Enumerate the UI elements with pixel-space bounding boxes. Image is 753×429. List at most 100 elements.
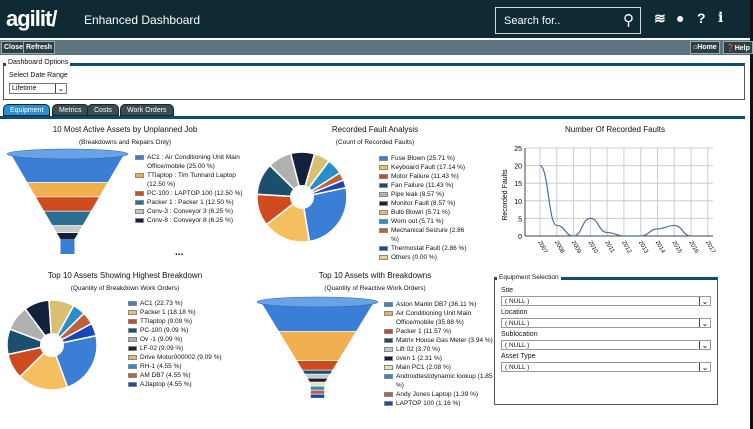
funnel-segment[interactable]: [301, 369, 334, 375]
select-value: ( NULL ): [505, 298, 530, 305]
funnel-segment[interactable]: [278, 331, 357, 362]
funnel-segment[interactable]: [310, 389, 325, 395]
legend-item[interactable]: Monitor Fault (8.57 %): [379, 199, 474, 208]
legend-item[interactable]: LAPTOP 100 (1.16 %): [384, 399, 494, 408]
legend-swatch: [379, 210, 388, 215]
chevron-down-icon[interactable]: ⌄: [699, 297, 710, 306]
tab-equipment[interactable]: Equipment: [3, 104, 51, 116]
asset-type-select[interactable]: ( NULL ) ⌄: [501, 362, 711, 372]
legend-item[interactable]: Lift 02 (3.70 %): [384, 345, 494, 354]
legend-item[interactable]: AC1 (22.73 %): [128, 299, 248, 308]
legend-item[interactable]: Fuse Blown (25.71 %): [379, 154, 474, 163]
legend-label: oven 1 (2.31 %): [396, 355, 442, 362]
help-icon[interactable]: ?: [697, 10, 706, 26]
home-icon: ⌂: [693, 44, 698, 51]
legend-item[interactable]: Conv-8 : Conveyor 8 (6.25 %): [135, 216, 255, 225]
y-tick-label: 0: [518, 234, 522, 241]
funnel-segment[interactable]: [310, 385, 325, 391]
site-select[interactable]: ( NULL ) ⌄: [501, 296, 711, 306]
funnel-segment[interactable]: [310, 393, 325, 399]
pie-chart: [6, 299, 98, 391]
chart-legend: Fuse Blown (25.71 %) Keyboard Fault (17.1…: [379, 154, 474, 262]
legend-item[interactable]: Ov -1 (9.09 %): [128, 335, 248, 344]
tab-metrics[interactable]: Metrics: [52, 104, 89, 116]
legend-item[interactable]: Androidtest/dynamic lookup (1.85 %): [384, 372, 494, 390]
legend-item[interactable]: Main PC1 (2.08 %): [384, 363, 494, 372]
chevron-down-icon[interactable]: ⌄: [699, 319, 710, 328]
funnel-segment[interactable]: [296, 360, 339, 371]
legend-item[interactable]: Packer 1 (11.57 %): [384, 327, 494, 336]
legend-item[interactable]: TTlaptop (9.09 %): [128, 317, 248, 326]
globe-icon[interactable]: ●: [676, 10, 685, 26]
legend-item[interactable]: Air Conditioning Unit Main Office/mobile…: [384, 309, 494, 327]
legend-item[interactable]: TTlaptop : Tim Tunnard Laptop (12.50 %): [135, 171, 255, 189]
rss-icon[interactable]: ≋: [654, 10, 666, 26]
funnel-segment[interactable]: [306, 377, 329, 383]
logo[interactable]: agilit/: [6, 6, 57, 31]
funnel-segment[interactable]: [51, 225, 84, 233]
donut-hole: [290, 185, 314, 209]
series-line[interactable]: [539, 165, 692, 237]
legend-item[interactable]: Keyboard Fault (17.14 %): [379, 163, 474, 172]
location-select[interactable]: ( NULL ) ⌄: [501, 318, 711, 328]
legend-item[interactable]: Conv-3 : Conveyor 3 (6.25 %): [135, 207, 255, 216]
chart-legend: Aston Martin DB7 (36.11 %) Air Conditioni…: [384, 300, 494, 408]
legend-item[interactable]: Matrix House Gas Meter (3.94 %): [384, 336, 494, 345]
legend-item[interactable]: Aston Martin DB7 (36.11 %): [384, 300, 494, 309]
chevron-down-icon[interactable]: ⌄: [699, 341, 710, 350]
legend-item[interactable]: AC1 : Air Conditioning Unit Main Office/…: [135, 153, 255, 171]
tab-costs[interactable]: Costs: [87, 104, 119, 116]
legend-item[interactable]: oven 1 (2.31 %): [384, 354, 494, 363]
select-value: ( NULL ): [505, 364, 530, 371]
legend-item[interactable]: LF-02 (9.09 %): [128, 344, 248, 353]
legend-item[interactable]: Drive Motor000002 (9.09 %): [128, 353, 248, 362]
field-label: Sublocation: [501, 331, 538, 338]
legend-item[interactable]: PC-100 : LAPTOP 100 (12.50 %): [135, 189, 255, 198]
legend-item[interactable]: Andy Jones Laptop (1.39 %): [384, 390, 494, 399]
info-icon[interactable]: i: [718, 10, 724, 26]
legend-item[interactable]: Others (0.00 %): [379, 253, 474, 262]
chevron-down-icon[interactable]: ⌄: [55, 84, 66, 93]
chart-legend: AC1 (22.73 %) Packer 1 (18.18 %) TTlaptop …: [128, 299, 248, 389]
chevron-down-icon[interactable]: ⌄: [699, 363, 710, 372]
legend-label: Thermostat Fault (2.86 %): [391, 245, 467, 252]
legend-label: Fan Failure (11.43 %): [391, 182, 454, 189]
legend-label: Ov -1 (9.09 %): [140, 336, 183, 343]
funnel-segment[interactable]: [34, 196, 101, 212]
legend-item[interactable]: Pipe leak (8.57 %): [379, 190, 474, 199]
legend-item[interactable]: Worn out (5.71 %): [379, 217, 474, 226]
search-input[interactable]: Search for.. ⚲: [495, 7, 641, 34]
funnel-segment[interactable]: [304, 373, 331, 379]
legend-item[interactable]: Packer 1 (18.18 %): [128, 308, 248, 317]
y-tick-label: 15: [514, 181, 522, 188]
refresh-button[interactable]: Refresh: [23, 41, 56, 54]
tab-work-orders[interactable]: Work Orders: [120, 104, 174, 116]
funnel-segment[interactable]: [26, 182, 109, 198]
sublocation-select[interactable]: ( NULL ) ⌄: [501, 340, 711, 350]
help-label: Help: [734, 45, 750, 52]
legend-item[interactable]: Bulb Blown (5.71 %): [379, 208, 474, 217]
legend-swatch: [135, 218, 144, 223]
funnel-segment[interactable]: [55, 232, 80, 241]
legend-item[interactable]: AM DB7 (4.55 %): [128, 371, 248, 380]
more-indicator[interactable]: ...: [175, 247, 184, 258]
legend-item[interactable]: PC-100 (9.09 %): [128, 326, 248, 335]
home-button[interactable]: ⌂Home: [690, 41, 720, 54]
legend-item[interactable]: AJlaptop (4.55 %): [128, 380, 248, 389]
legend-item[interactable]: Thermostat Fault (2.86 %): [379, 244, 474, 253]
legend-swatch: [384, 356, 393, 361]
legend-item[interactable]: Motor Failure (11.43 %): [379, 172, 474, 181]
legend-item[interactable]: Mechanical Seizure (2.86 %): [379, 226, 474, 244]
help-button[interactable]: ❓Help: [723, 41, 753, 54]
pie-slice[interactable]: [51, 322, 97, 346]
legend-item[interactable]: RH-1 (4.55 %): [128, 362, 248, 371]
legend-label: Keyboard Fault (17.14 %): [391, 164, 466, 171]
legend-label: Mechanical Seizure (2.86 %): [391, 227, 465, 243]
legend-item[interactable]: Packer 1 : Packer 1 (12.50 %): [135, 198, 255, 207]
search-icon[interactable]: ⚲: [623, 12, 634, 29]
legend-item[interactable]: Fan Failure (11.43 %): [379, 181, 474, 190]
legend-label: TTlaptop (9.09 %): [140, 318, 193, 325]
funnel-segment[interactable]: [309, 381, 326, 387]
funnel-segment[interactable]: [43, 210, 92, 226]
date-range-select[interactable]: Lifetime ⌄: [9, 83, 67, 94]
